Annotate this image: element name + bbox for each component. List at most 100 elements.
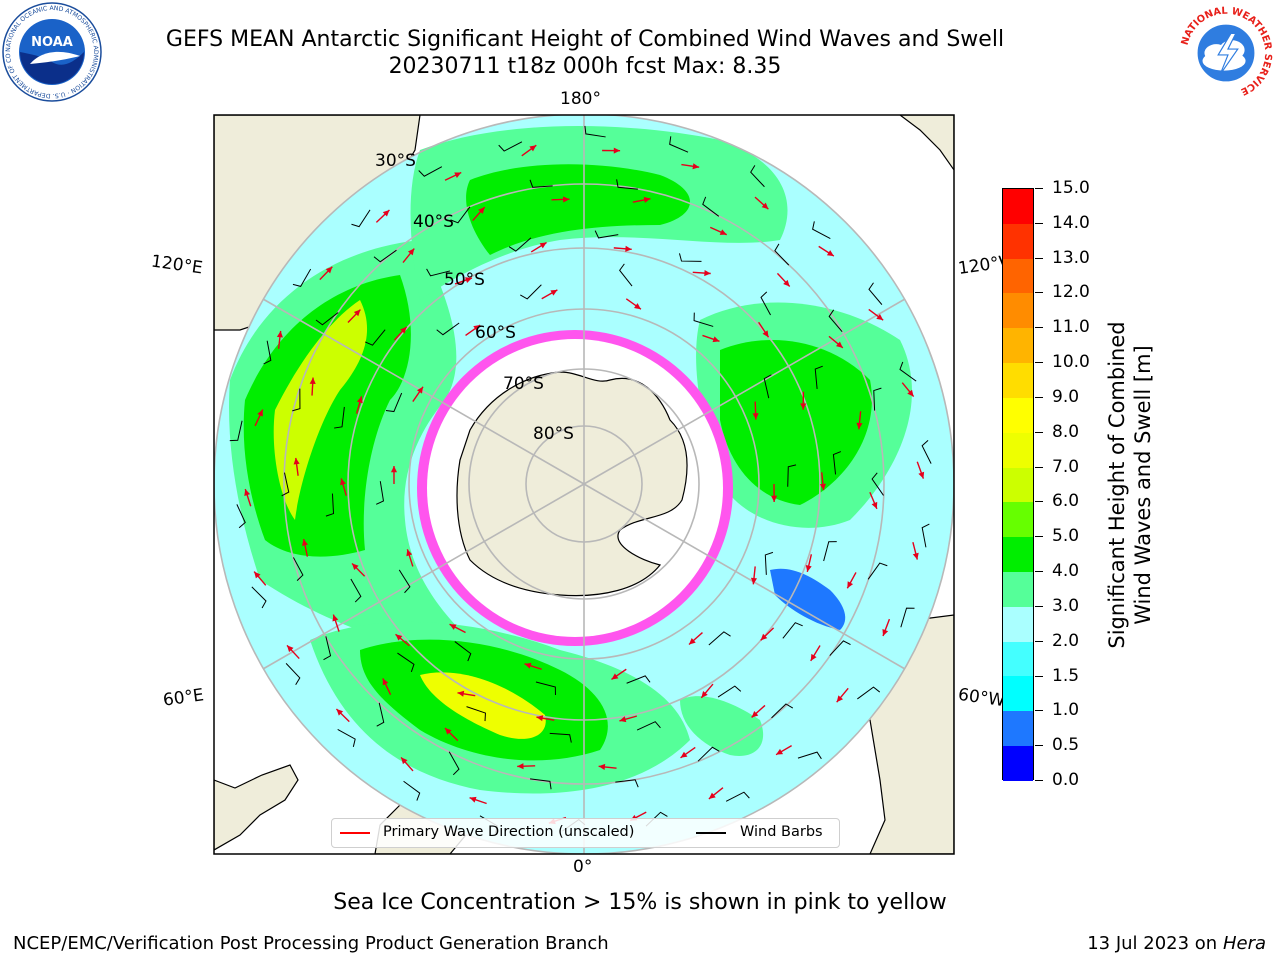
- wind-barb: [812, 221, 831, 239]
- colorbar-tick: [1035, 466, 1043, 468]
- wind-barb: [814, 365, 823, 390]
- wind-barb: [823, 541, 837, 562]
- wind-barb: [693, 312, 714, 327]
- colorbar-tick: [1035, 571, 1043, 573]
- wave-direction-arrowhead: [701, 690, 708, 698]
- wave-direction-arrowhead: [819, 483, 826, 491]
- wind-barb: [466, 706, 486, 722]
- wind-barb: [702, 196, 720, 217]
- wind-barb: [375, 481, 385, 505]
- wave-direction-arrowhead: [776, 748, 784, 755]
- colorbar-tick-label: 9.0: [1052, 386, 1080, 407]
- wave-direction-arrowhead: [752, 413, 759, 420]
- wave-direction-arrowhead: [536, 715, 544, 722]
- wind-barb: [697, 746, 720, 762]
- wind-barb: [351, 209, 371, 228]
- colorbar-bin: [1003, 363, 1033, 398]
- wind-barb: [774, 243, 790, 266]
- wave-direction-arrowhead: [712, 336, 720, 343]
- wave-direction-arrowhead: [805, 565, 812, 572]
- wind-barb: [263, 340, 272, 365]
- colorbar-tick-label: 14.0: [1052, 212, 1090, 233]
- wave-direction-arrowhead: [912, 552, 919, 560]
- lon-label-180: 180°: [560, 89, 601, 109]
- wave-direction-arrowhead: [762, 330, 769, 338]
- colorbar-tick: [1035, 222, 1043, 224]
- colorbar-tick-label: 8.0: [1052, 421, 1080, 442]
- lat-label-70s: 70°S: [503, 374, 544, 394]
- colorbar-bin: [1003, 189, 1033, 224]
- land-africa: [214, 764, 299, 851]
- wave-direction-arrowhead: [847, 581, 854, 589]
- colorbar-bin: [1003, 676, 1033, 712]
- wave-direction-arrowhead: [751, 710, 759, 718]
- wind-barb: [530, 778, 552, 790]
- colorbar-tick-label: 3.0: [1052, 595, 1080, 616]
- colorbar-tick-label: 10.0: [1052, 352, 1090, 373]
- colorbar-tick-label: 11.0: [1052, 317, 1090, 338]
- wind-barb: [708, 631, 731, 646]
- wind-barb: [397, 652, 415, 673]
- wind-barb: [418, 166, 443, 177]
- wind-barb: [448, 751, 460, 776]
- wave-direction-arrowhead: [634, 303, 641, 310]
- wave-direction-arrowhead: [524, 662, 532, 669]
- sea-ice-caption: Sea Ice Concentration > 15% is shown in …: [333, 890, 947, 915]
- wind-barb: [385, 392, 403, 413]
- colorbar-tick-label: 0.0: [1052, 770, 1080, 790]
- wave-direction-arrowhead: [444, 727, 452, 735]
- wave-direction-arrowhead: [882, 629, 889, 637]
- wind-barb: [281, 472, 290, 497]
- colorbar-tick: [1035, 188, 1043, 189]
- wave-direction-arrowhead: [469, 796, 477, 803]
- colorbar-bin: [1003, 606, 1033, 642]
- wind-barb: [376, 702, 385, 727]
- colorbar-tick: [1035, 431, 1043, 433]
- colorbar-tick: [1035, 327, 1043, 329]
- colorbar-tick-label: 1.0: [1052, 700, 1080, 721]
- nws-logo: NATIONAL WEATHER SERVICE: [1178, 6, 1273, 101]
- chart-subtitle: 20230711 t18z 000h fcst Max: 8.35: [388, 54, 782, 79]
- wave-field-drake-passage: [770, 568, 846, 630]
- wind-barb: [454, 641, 472, 662]
- colorbar-title: Significant Height of Combined Wind Wave…: [1105, 321, 1155, 649]
- lat-label-30s: 30°S: [375, 151, 416, 171]
- wave-field-pacific-core: [466, 164, 690, 255]
- wind-barb: [323, 636, 332, 661]
- wave-direction-arrowhead: [287, 645, 294, 653]
- wind-barb: [292, 388, 301, 412]
- wave-direction-arrowhead: [395, 634, 403, 641]
- wave-direction-arrowhead: [449, 624, 457, 630]
- map-frame: [213, 114, 955, 855]
- wave-direction-arrowhead: [708, 792, 716, 799]
- wave-direction-arrowhead: [611, 673, 619, 680]
- wind-barb: [669, 136, 689, 153]
- wave-direction-arrowhead: [643, 196, 651, 203]
- wave-direction-arrowhead: [254, 571, 261, 579]
- wind-barb: [325, 493, 335, 517]
- wave-direction-arrowhead: [692, 163, 700, 170]
- wave-direction-arrowhead: [407, 248, 415, 256]
- wave-direction-arrowhead: [325, 266, 333, 274]
- wave-direction-arrowhead: [517, 763, 524, 770]
- wind-barb: [508, 237, 532, 252]
- colorbar-tick-label: 13.0: [1052, 247, 1090, 268]
- wind-barb: [763, 374, 772, 399]
- colorbar-tick-label: 2.0: [1052, 630, 1080, 651]
- wave-direction-arrowhead: [382, 209, 390, 217]
- colorbar-tick: [1035, 780, 1043, 781]
- wind-barb: [315, 312, 339, 326]
- wind-barb: [236, 504, 246, 529]
- wind-barb: [350, 578, 362, 603]
- wave-direction-arrowhead: [301, 539, 308, 546]
- wind-barb: [398, 569, 411, 594]
- footer-date-text: 13 Jul 2023 on: [1087, 933, 1223, 954]
- wind-barb: [921, 440, 932, 464]
- legend-barb-swatch: [696, 832, 726, 834]
- wind-barb: [594, 230, 619, 239]
- colorbar-bin: [1003, 397, 1033, 433]
- colorbar-tick: [1035, 710, 1043, 712]
- wave-direction-arrowhead: [876, 313, 884, 321]
- wind-barb: [717, 685, 742, 698]
